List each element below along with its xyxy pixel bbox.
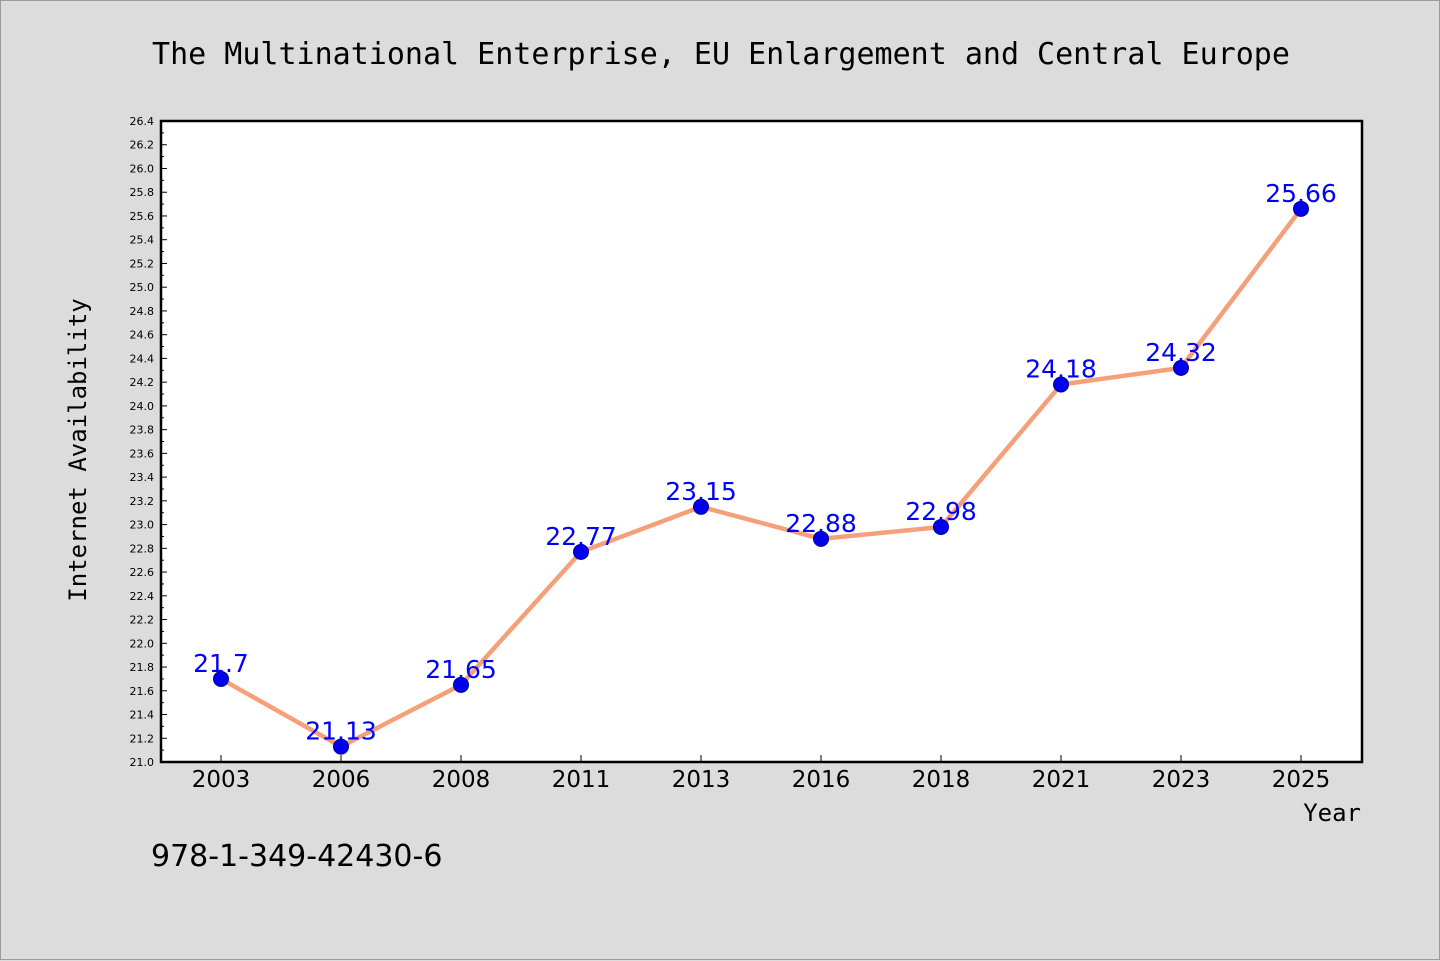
plot-area [161,121,1362,762]
y-tick-label: 21.2 [130,732,155,745]
data-label: 21.13 [305,717,377,746]
y-tick-label: 23.6 [130,447,155,460]
data-label: 21.65 [425,655,497,684]
y-tick-label: 25.2 [130,257,155,270]
y-tick-label: 21.4 [130,709,155,722]
data-labels: 21.7 21.13 21.65 22.77 23.15 22.88 22.98 24.18 2… [193,179,1337,746]
data-label: 22.88 [785,509,857,538]
y-axis-label: Internet Availability [64,298,92,601]
y-tick-label: 25.8 [130,186,155,199]
y-tick-label: 22.6 [130,566,155,579]
data-label: 22.98 [905,497,977,526]
x-tick-label: 2003 [192,767,251,793]
y-tick-label: 24.2 [130,376,155,389]
data-label: 25.66 [1265,179,1337,208]
y-tick-label: 25.6 [130,210,155,223]
x-tick-label: 2008 [432,767,491,793]
y-tick-label: 21.8 [130,661,155,674]
data-point [693,498,709,515]
data-point [573,543,589,560]
x-axis-label: Year [1303,799,1361,827]
series-line [219,207,1303,749]
data-label: 21.7 [193,649,249,678]
y-tick-label: 25.0 [130,281,155,294]
data-point [333,738,349,755]
data-point [1293,200,1309,217]
data-point [453,676,469,693]
data-point [213,670,229,687]
y-tick-label: 26.0 [130,162,155,175]
x-tick-label: 2025 [1272,767,1331,793]
y-tick-label: 21.0 [130,756,155,769]
y-tick-label: 24.8 [130,305,155,318]
x-tick-label: 2023 [1152,767,1211,793]
y-tick-label: 23.0 [130,519,155,532]
data-label: 24.18 [1025,355,1097,384]
x-tick-label: 2006 [312,767,371,793]
y-tick-label: 25.4 [130,234,155,247]
data-label: 23.15 [665,477,737,506]
y-tick-label: 23.8 [130,424,155,437]
data-label: 22.77 [545,522,617,551]
x-tick-label: 2016 [792,767,851,793]
x-tick-label: 2018 [912,767,971,793]
data-point [813,530,829,547]
y-tick-label: 23.4 [130,471,155,484]
y-tick-label: 26.4 [130,115,155,128]
y-axis-ticks: 21.0 21.2 21.4 21.6 21.8 22.0 22.2 22.4 22.6 22.8… [130,115,167,769]
y-tick-label: 22.0 [130,637,155,650]
data-point [1173,359,1189,376]
data-markers [213,200,1309,755]
y-tick-label: 22.2 [130,614,155,627]
x-tick-label: 2011 [552,767,611,793]
y-tick-label: 26.2 [130,139,155,152]
y-tick-label: 22.4 [130,590,155,603]
x-tick-label: 2021 [1032,767,1091,793]
plot-frame [159,119,1364,764]
y-tick-label: 24.6 [130,329,155,342]
y-tick-label: 23.2 [130,495,155,508]
chart-title: The Multinational Enterprise, EU Enlarge… [152,37,1290,72]
y-tick-label: 24.4 [130,352,155,365]
y-tick-label: 22.8 [130,542,155,555]
y-tick-label: 24.0 [130,400,155,413]
data-point [933,518,949,535]
y-tick-label: 21.6 [130,685,155,698]
data-label: 24.32 [1145,338,1217,367]
series-line-group [219,207,1303,749]
x-tick-label: 2013 [672,767,731,793]
footer-isbn: 978-1-349-42430-6 [151,839,442,874]
data-point [1053,376,1069,393]
